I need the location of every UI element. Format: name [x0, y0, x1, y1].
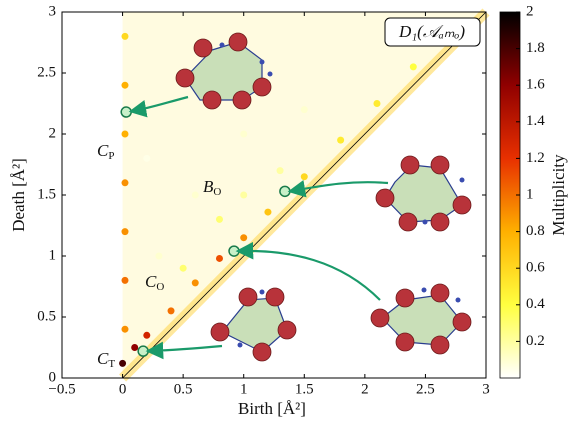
- y-tick-label: 3: [49, 3, 57, 19]
- colorbar-tick-label: 1.4: [526, 113, 545, 129]
- density-point: [155, 252, 163, 260]
- arrow: [287, 180, 389, 198]
- colorbar-tick-label: 0.2: [526, 333, 545, 349]
- density-point: [121, 130, 129, 138]
- x-axis-label: Birth [Å²]: [238, 399, 306, 418]
- highlighted-point: [228, 245, 240, 257]
- density-point: [215, 215, 223, 223]
- density-point: [119, 359, 127, 367]
- y-tick-label: 0: [49, 369, 57, 385]
- density-point: [300, 173, 308, 181]
- colorbar-tick-label: 1.6: [526, 77, 545, 93]
- colorbar-tick-label: 0.4: [526, 296, 545, 312]
- annotation-main: C: [97, 141, 109, 160]
- y-tick-label: 2.5: [37, 64, 56, 80]
- density-point: [240, 234, 248, 242]
- x-tick-label: 2.5: [416, 381, 435, 397]
- annotation: BO: [203, 177, 221, 198]
- y-tick-label: 1: [49, 247, 57, 263]
- density-point: [121, 81, 129, 89]
- colorbar-tick-label: 2: [526, 3, 534, 19]
- molecule: [210, 287, 297, 362]
- density-point: [121, 228, 129, 236]
- density-point: [409, 63, 417, 71]
- annotation-main: C: [97, 349, 109, 368]
- x-tick-label: 2: [361, 381, 369, 397]
- annotation-sub: O: [156, 281, 164, 293]
- annotation-main: B: [203, 177, 214, 196]
- x-tick-label: 0: [119, 381, 127, 397]
- annotation-sub: T: [108, 358, 115, 370]
- y-tick-label: 0.5: [37, 308, 56, 324]
- arrow: [145, 341, 223, 360]
- density-point: [179, 264, 187, 272]
- title-box: D₁(𝒜ₐₘₒ): [384, 17, 481, 47]
- title-frame: [384, 17, 481, 47]
- density-point: [167, 307, 175, 315]
- annotation-sub: P: [108, 150, 114, 162]
- arrow: [235, 241, 381, 301]
- density-point: [240, 130, 248, 138]
- highlighted-point: [120, 106, 132, 118]
- x-tick-label: 3: [482, 381, 490, 397]
- colorbar-tick-label: 1.2: [526, 150, 545, 166]
- molecule: [175, 32, 273, 110]
- colorbar-tick-label: 1.8: [526, 40, 545, 56]
- density-point: [276, 167, 284, 175]
- y-axis-label: Death [Å²]: [9, 158, 28, 232]
- arrow: [128, 95, 189, 118]
- x-tick-label: 1.5: [295, 381, 314, 397]
- y-tick-label: 1.5: [37, 186, 56, 202]
- y-tick-label: 2: [49, 125, 57, 141]
- x-tick-label: 1: [240, 381, 248, 397]
- annotation: CP: [97, 141, 114, 162]
- density-point: [215, 254, 223, 262]
- molecule: [375, 155, 472, 232]
- annotation: CO: [145, 272, 164, 293]
- density-point: [264, 208, 272, 216]
- highlighted-point: [279, 185, 291, 198]
- density-point: [337, 136, 345, 144]
- molecule: [370, 283, 472, 355]
- annotation: CT: [97, 349, 115, 370]
- density-point: [121, 325, 129, 333]
- density-point: [373, 100, 381, 107]
- colorbar-tick-label: 0.8: [526, 223, 545, 239]
- chart-title: D₁(𝒜ₐₘₒ): [398, 22, 465, 41]
- x-tick-label: 0.5: [174, 381, 193, 397]
- x-tick-label: −0.5: [48, 381, 75, 397]
- annotation-sub: O: [213, 186, 221, 198]
- density-point: [143, 331, 151, 339]
- density-point: [191, 191, 199, 199]
- density-point: [121, 179, 129, 187]
- density-point: [240, 191, 248, 199]
- highlighted-point: [137, 345, 149, 357]
- density-point: [191, 279, 199, 287]
- density-point: [121, 32, 129, 40]
- density-point: [131, 344, 139, 351]
- colorbar-tick-label: 1: [526, 186, 534, 202]
- density-point: [121, 276, 129, 284]
- colorbar-label: Multiplicity: [549, 154, 568, 236]
- colorbar-tick-label: 0.6: [526, 260, 545, 276]
- insets: [128, 32, 472, 362]
- annotation-main: C: [145, 272, 157, 291]
- density-point: [143, 154, 151, 162]
- density-point: [300, 106, 308, 114]
